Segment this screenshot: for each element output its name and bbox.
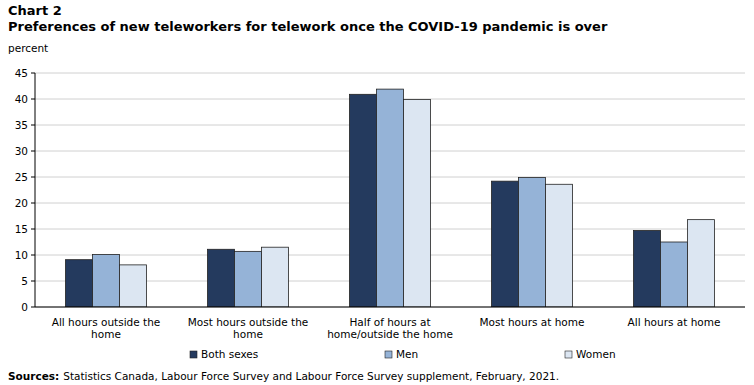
y-axis <box>35 73 36 307</box>
grid-line <box>35 73 745 74</box>
x-tick-label: Most hours at home <box>480 316 585 328</box>
label-line: home <box>91 328 121 340</box>
bar <box>634 231 661 307</box>
x-tick-label: All hours at home <box>628 316 721 328</box>
legend-label: Men <box>396 348 418 360</box>
bar <box>404 100 431 307</box>
label-line: Most hours outside the <box>188 316 309 328</box>
bar <box>208 249 235 307</box>
legend-swatch <box>190 351 197 358</box>
y-tick-label: 15 <box>15 223 28 235</box>
label-line: Half of hours at <box>349 316 430 328</box>
bar <box>377 89 404 307</box>
source-label: Sources: <box>8 370 59 382</box>
bar <box>262 247 289 307</box>
tick-mark <box>31 125 35 126</box>
y-tick-label: 30 <box>15 145 28 157</box>
bar <box>546 184 573 307</box>
source-text: Statistics Canada, Labour Force Survey a… <box>63 370 559 382</box>
tick-mark <box>31 203 35 204</box>
label-line: All hours outside the <box>52 316 161 328</box>
label-line: home <box>233 328 263 340</box>
y-tick-label: 5 <box>21 275 28 287</box>
y-tick-label: 10 <box>15 249 28 261</box>
legend-swatch <box>565 351 572 358</box>
title: Preferences of new teleworkers for telew… <box>8 19 608 34</box>
y-tick-label: 0 <box>21 301 28 313</box>
y-tick-label: 45 <box>15 67 28 79</box>
x-tick-label: All hours outside thehome <box>52 316 161 340</box>
tick-mark <box>31 281 35 282</box>
source: Sources: Statistics Canada, Labour Force … <box>8 370 559 382</box>
x-axis <box>35 307 745 308</box>
legend-label: Women <box>576 348 616 360</box>
tick-mark <box>31 229 35 230</box>
y-tick-label: 20 <box>15 197 28 209</box>
tick-mark <box>31 255 35 256</box>
x-tick-label: Most hours outside thehome <box>188 316 309 340</box>
y-tick-label: 40 <box>15 93 28 105</box>
bar <box>66 260 93 307</box>
x-tick-label: Half of hours athome/outside the home <box>327 316 453 340</box>
label-line: Most hours at home <box>480 316 585 328</box>
bar <box>492 181 519 307</box>
grid-line <box>35 307 745 308</box>
bar <box>120 265 147 307</box>
label-line: home/outside the home <box>327 328 453 340</box>
y-tick-label: 35 <box>15 119 28 131</box>
bar <box>661 242 688 307</box>
legend-swatch <box>385 351 392 358</box>
bar <box>93 254 120 307</box>
tick-mark <box>31 307 35 308</box>
tick-mark <box>31 151 35 152</box>
y-tick-label: 25 <box>15 171 28 183</box>
tick-mark <box>31 99 35 100</box>
tick-mark <box>31 73 35 74</box>
label-line: All hours at home <box>628 316 721 328</box>
bar <box>688 220 715 307</box>
legend-label: Both sexes <box>201 348 258 360</box>
bar <box>235 251 262 307</box>
y-label: percent <box>8 42 48 54</box>
bar <box>519 178 546 307</box>
chart: Chart 2Preferences of new teleworkers fo… <box>0 0 754 385</box>
bar <box>350 94 377 307</box>
bars <box>66 89 715 307</box>
chart-number: Chart 2 <box>8 3 62 18</box>
tick-mark <box>31 177 35 178</box>
